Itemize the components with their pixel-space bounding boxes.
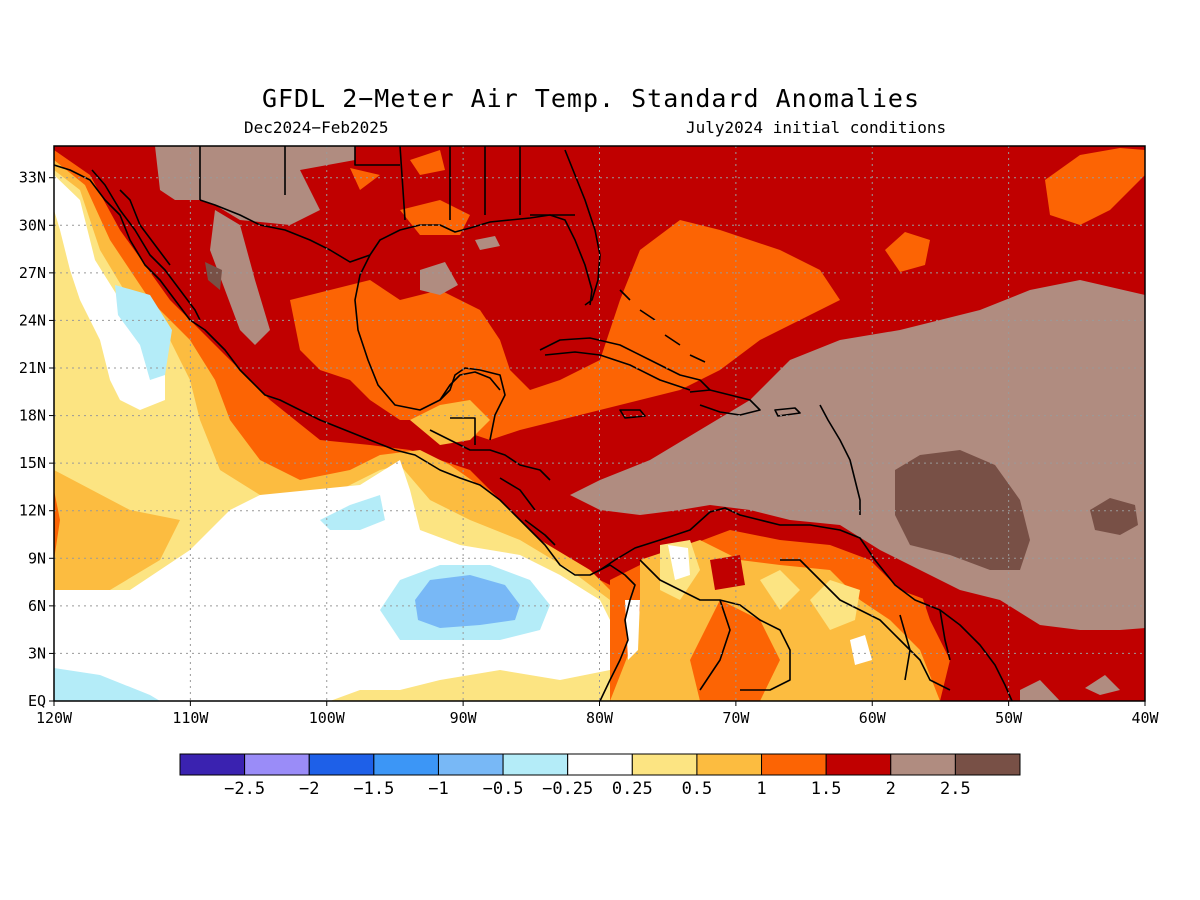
latitude-axis: EQ 3N 6N 9N 12N 15N 18N 21N 24N 27N 30N 33N xyxy=(19,169,54,710)
map-title: GFDL 2−Meter Air Temp. Standard Anomalie… xyxy=(261,84,921,113)
colorbar-label: 1 xyxy=(756,779,766,799)
anomaly-south-america-0.25-0.5 xyxy=(760,570,800,610)
anomaly-south-america-neutral xyxy=(625,600,640,660)
anomaly-north-2-2.5 xyxy=(420,262,458,295)
colorbar-label: 2.5 xyxy=(940,779,971,799)
anomaly-south-america-neutral xyxy=(850,635,872,665)
lon-tick-label: 40W xyxy=(1131,709,1159,727)
lon-tick-label: 90W xyxy=(450,709,478,727)
lat-tick-label: 30N xyxy=(19,216,46,234)
colorbar-swatch xyxy=(502,753,569,776)
colorbar-label: −1.5 xyxy=(353,779,394,799)
coastline-hispaniola xyxy=(689,389,761,416)
anomaly-atlantic-2-2.5 xyxy=(1085,675,1120,695)
colorbar-swatch xyxy=(825,753,892,776)
coastline-cuba xyxy=(539,337,711,391)
colorbar-label: −2 xyxy=(299,779,319,799)
lon-tick-label: 110W xyxy=(172,709,209,727)
lat-tick-label: 12N xyxy=(19,502,46,520)
border-us-mexico xyxy=(199,199,371,263)
anomaly-atlantic-2.5-plus xyxy=(895,450,1030,570)
anomaly-south-america-1-1.5 xyxy=(690,600,780,701)
initial-conditions-label: July2024 initial conditions xyxy=(686,118,947,137)
colorbar-label: 1.5 xyxy=(811,779,842,799)
anomaly-atlantic-1-1.5 xyxy=(350,168,380,190)
coastline-layer xyxy=(54,146,1013,701)
lon-tick-label: 70W xyxy=(722,709,750,727)
grid-layer xyxy=(54,146,1145,701)
lat-tick-label: 21N xyxy=(19,359,46,377)
anomaly-pacific-neg-0.25 xyxy=(54,668,160,701)
lat-tick-label: EQ xyxy=(28,692,46,710)
anomaly-north-2-2.5 xyxy=(475,236,500,250)
colorbar-swatch xyxy=(954,753,1021,776)
coastline-bahamas xyxy=(619,289,706,363)
anomaly-south-america-neutral xyxy=(668,545,690,580)
colorbar-swatch xyxy=(373,753,439,776)
colorbar-swatch xyxy=(244,753,310,776)
colorbar-swatch xyxy=(437,753,504,776)
coastline-florida xyxy=(564,149,601,306)
coastline-puerto-rico xyxy=(774,407,801,417)
border-central-america xyxy=(429,417,556,546)
anomaly-north-2-2.5 xyxy=(155,146,355,225)
colorbar-swatch xyxy=(761,753,827,776)
lon-tick-label: 80W xyxy=(586,709,614,727)
longitude-axis: 120W 110W 100W 90W 80W 70W 60W 50W 40W xyxy=(36,701,1160,727)
anomaly-fill-layer xyxy=(54,146,1145,701)
anomaly-atlantic-1-1.5 xyxy=(1045,148,1145,225)
border-us-states xyxy=(199,146,575,221)
colorbar: −2.5 −2 −1.5 −1 −0.5 −0.25 0.25 0.5 1 1.5 2 2.5 xyxy=(179,753,1021,799)
lat-tick-label: 27N xyxy=(19,264,46,282)
anomaly-north-2-2.5 xyxy=(210,210,270,345)
anomaly-pacific-neg-0.25 xyxy=(115,285,172,380)
anomaly-central-america-0.5-1 xyxy=(410,400,490,445)
coastline-mexico-pacific xyxy=(54,164,636,701)
anomaly-gulf-1-1.5 xyxy=(290,220,840,440)
lat-tick-label: 18N xyxy=(19,407,46,425)
coastline-south-america-north xyxy=(599,507,1013,701)
anomaly-pacific-neg-0.5 xyxy=(415,575,520,628)
colorbar-label: −0.5 xyxy=(483,779,524,799)
colorbar-swatch xyxy=(308,753,375,776)
coastline-lesser-antilles xyxy=(819,404,861,515)
anomaly-atlantic-2.5-plus xyxy=(1090,498,1138,535)
colorbar-label: 2 xyxy=(886,779,896,799)
lat-tick-label: 9N xyxy=(28,549,46,567)
lat-tick-label: 24N xyxy=(19,311,46,329)
anomaly-south-america-1.5-2 xyxy=(920,590,1020,701)
lon-tick-label: 60W xyxy=(859,709,887,727)
lat-tick-label: 6N xyxy=(28,597,46,615)
border-south-america xyxy=(639,559,951,691)
colorbar-label: −0.25 xyxy=(542,779,593,799)
anomaly-pacific-neutral xyxy=(54,175,165,410)
coastline-yucatan xyxy=(439,371,501,401)
colorbar-label: 0.25 xyxy=(612,779,653,799)
colorbar-swatch xyxy=(567,753,633,776)
anomaly-pacific-neutral xyxy=(54,460,620,701)
anomaly-atlantic-1-1.5 xyxy=(410,150,445,175)
lat-tick-label: 3N xyxy=(28,644,46,662)
anomaly-north-2.5-plus xyxy=(205,262,222,290)
anomaly-atlantic-2-2.5 xyxy=(1020,680,1060,701)
anomaly-south-america-1.5-2 xyxy=(710,555,745,590)
anomaly-pacific-neg-0.25 xyxy=(320,495,385,530)
coastline-jamaica xyxy=(619,409,646,419)
colorbar-swatch xyxy=(890,753,956,776)
colorbar-swatch xyxy=(631,753,698,776)
colorbar-label: −2.5 xyxy=(224,779,265,799)
season-label: Dec2024−Feb2025 xyxy=(244,118,389,137)
anomaly-atlantic-1-1.5 xyxy=(885,232,930,272)
colorbar-swatch xyxy=(179,753,246,776)
lat-tick-label: 33N xyxy=(19,169,46,187)
lon-tick-label: 100W xyxy=(309,709,346,727)
colorbar-label: 0.5 xyxy=(682,779,713,799)
lat-tick-label: 15N xyxy=(19,454,46,472)
colorbar-label: −1 xyxy=(428,779,448,799)
anomaly-south-america-0.25-0.5 xyxy=(810,580,860,630)
lon-tick-label: 50W xyxy=(995,709,1023,727)
colorbar-swatch xyxy=(696,753,763,776)
lon-tick-label: 120W xyxy=(36,709,73,727)
